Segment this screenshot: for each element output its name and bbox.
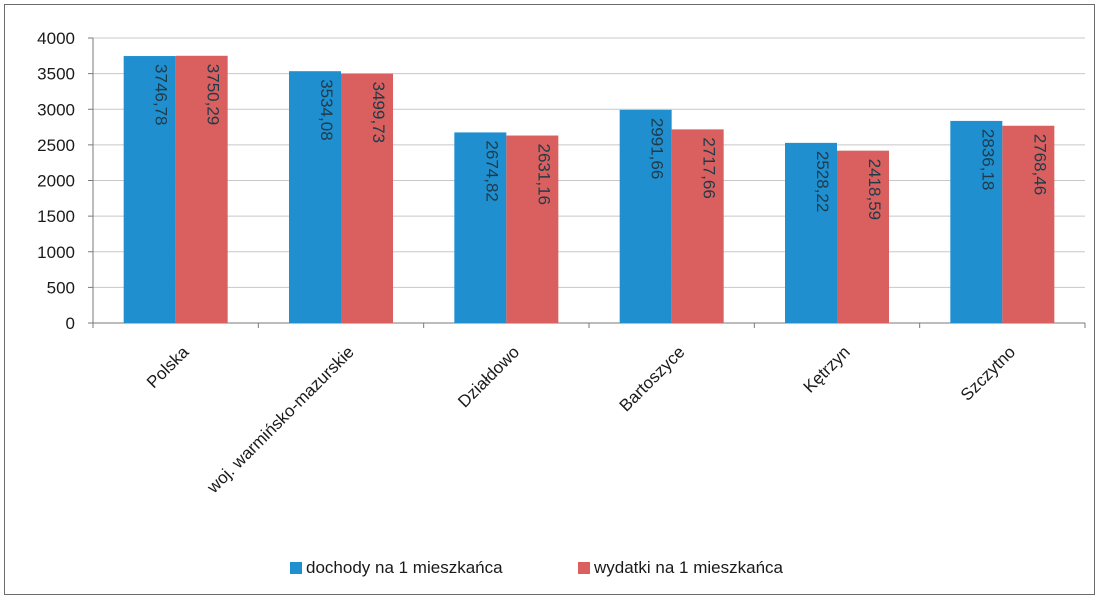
bar-chart: 0 500 1000 1500 2000 2500 3000 3500 4000 3746,78… <box>37 29 1086 577</box>
y-tick-label: 4000 <box>37 29 75 48</box>
category-label: woj. warmińsko-mazurskie <box>203 342 358 497</box>
bar-dochody-2 <box>454 132 507 323</box>
data-label: 2991,66 <box>648 118 667 179</box>
data-label: 2674,82 <box>482 140 501 201</box>
data-label: 3499,73 <box>369 82 388 143</box>
gridlines <box>93 37 1085 288</box>
data-label: 2418,59 <box>865 159 884 220</box>
bar-dochody-0 <box>123 56 176 323</box>
bar-wydatki-1 <box>341 73 393 324</box>
bars <box>123 55 1055 324</box>
y-tick-label: 1500 <box>37 207 75 226</box>
data-label: 3534,08 <box>317 79 336 140</box>
bar-wydatki-3 <box>671 129 724 323</box>
data-label: 2631,16 <box>534 144 553 205</box>
data-labels: 3746,78 3750,29 3534,08 3499,73 2674,82 2631,… <box>152 64 1050 220</box>
category-label: Szczytno <box>957 342 1019 404</box>
category-labels: Polska woj. warmińsko-mazurskie Działdowo B… <box>143 342 1019 497</box>
bar-wydatki-4 <box>837 150 889 323</box>
legend-label: wydatki na 1 mieszkańca <box>593 558 784 577</box>
y-tick-label: 2000 <box>37 172 75 191</box>
y-tick-label: 0 <box>66 314 75 333</box>
chart-frame: 0 500 1000 1500 2000 2500 3000 3500 4000 3746,78… <box>4 4 1095 595</box>
y-tick-label: 2500 <box>37 136 75 155</box>
y-tick-label: 3500 <box>37 65 75 84</box>
bar-wydatki-5 <box>1002 125 1055 323</box>
category-label: Polska <box>143 342 193 392</box>
legend-swatch <box>578 562 590 574</box>
axes <box>88 37 1086 328</box>
bar-dochody-3 <box>619 109 672 323</box>
y-axis-ticks: 0 500 1000 1500 2000 2500 3000 3500 4000 <box>37 29 75 333</box>
bar-dochody-5 <box>950 120 1003 323</box>
bar-wydatki-2 <box>506 135 559 323</box>
legend-swatch <box>290 562 302 574</box>
bar-dochody-1 <box>289 71 341 323</box>
category-label: Bartoszyce <box>616 342 689 415</box>
data-label: 3746,78 <box>152 64 171 125</box>
data-label: 2836,18 <box>978 129 997 190</box>
data-label: 3750,29 <box>204 64 223 125</box>
y-tick-label: 500 <box>47 278 75 297</box>
category-label: Kętrzyn <box>800 342 854 396</box>
bar-wydatki-0 <box>175 55 228 323</box>
data-label: 2768,46 <box>1030 134 1049 195</box>
y-tick-label: 3000 <box>37 100 75 119</box>
legend: dochody na 1 mieszkańca wydatki na 1 mies… <box>290 558 784 577</box>
category-label: Działdowo <box>454 342 523 411</box>
legend-label: dochody na 1 mieszkańca <box>306 558 503 577</box>
y-tick-label: 1000 <box>37 243 75 262</box>
data-label: 2717,66 <box>700 137 719 198</box>
bar-dochody-4 <box>785 142 837 323</box>
data-label: 2528,22 <box>813 151 832 212</box>
